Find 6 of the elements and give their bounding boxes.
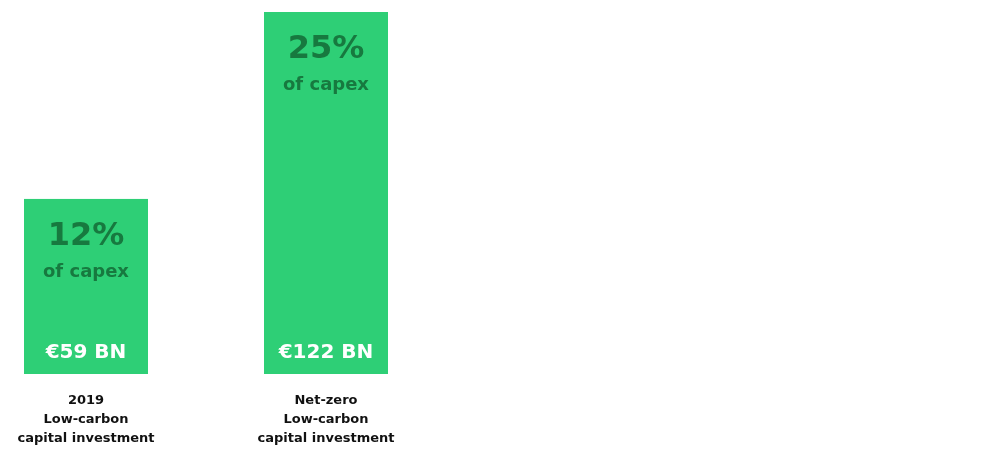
- annotation: 25% of capex: [283, 28, 370, 94]
- data-label: €122 BN: [277, 339, 374, 363]
- annotation: 12% of capex: [43, 214, 130, 281]
- data-label: €59 BN: [44, 339, 127, 363]
- x-tick-label: 2019 Low-carbon capital investment: [17, 392, 155, 445]
- x-tick-label: Net-zero Low-carbon capital investment: [257, 392, 395, 445]
